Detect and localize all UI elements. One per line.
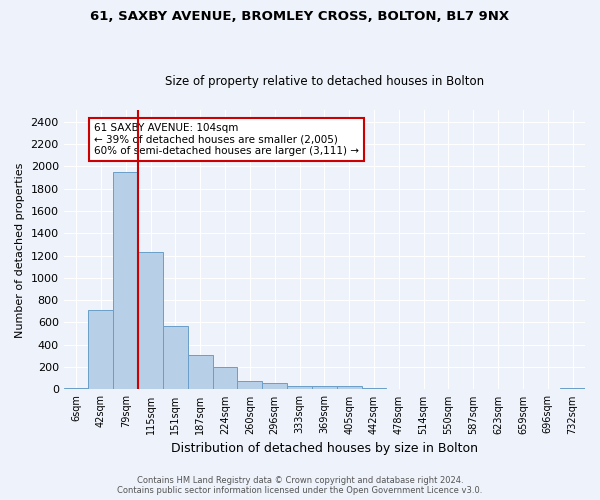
Bar <box>560 388 585 390</box>
Y-axis label: Number of detached properties: Number of detached properties <box>15 162 25 338</box>
Bar <box>411 388 436 390</box>
Bar <box>436 389 461 390</box>
Title: Size of property relative to detached houses in Bolton: Size of property relative to detached ho… <box>165 76 484 88</box>
Bar <box>188 356 212 390</box>
Bar <box>212 367 238 390</box>
Text: 61 SAXBY AVENUE: 104sqm
← 39% of detached houses are smaller (2,005)
60% of semi: 61 SAXBY AVENUE: 104sqm ← 39% of detache… <box>94 123 359 156</box>
Bar <box>485 389 511 390</box>
Bar <box>461 389 485 390</box>
Text: 61, SAXBY AVENUE, BROMLEY CROSS, BOLTON, BL7 9NX: 61, SAXBY AVENUE, BROMLEY CROSS, BOLTON,… <box>91 10 509 23</box>
Bar <box>113 172 138 390</box>
Bar <box>337 386 362 390</box>
Bar <box>262 384 287 390</box>
Bar <box>312 386 337 390</box>
Bar <box>138 252 163 390</box>
Bar <box>238 380 262 390</box>
Bar <box>386 388 411 390</box>
Bar <box>163 326 188 390</box>
Bar <box>88 310 113 390</box>
X-axis label: Distribution of detached houses by size in Bolton: Distribution of detached houses by size … <box>171 442 478 455</box>
Bar <box>64 388 88 390</box>
Bar <box>287 386 312 390</box>
Bar <box>362 388 386 390</box>
Text: Contains HM Land Registry data © Crown copyright and database right 2024.
Contai: Contains HM Land Registry data © Crown c… <box>118 476 482 495</box>
